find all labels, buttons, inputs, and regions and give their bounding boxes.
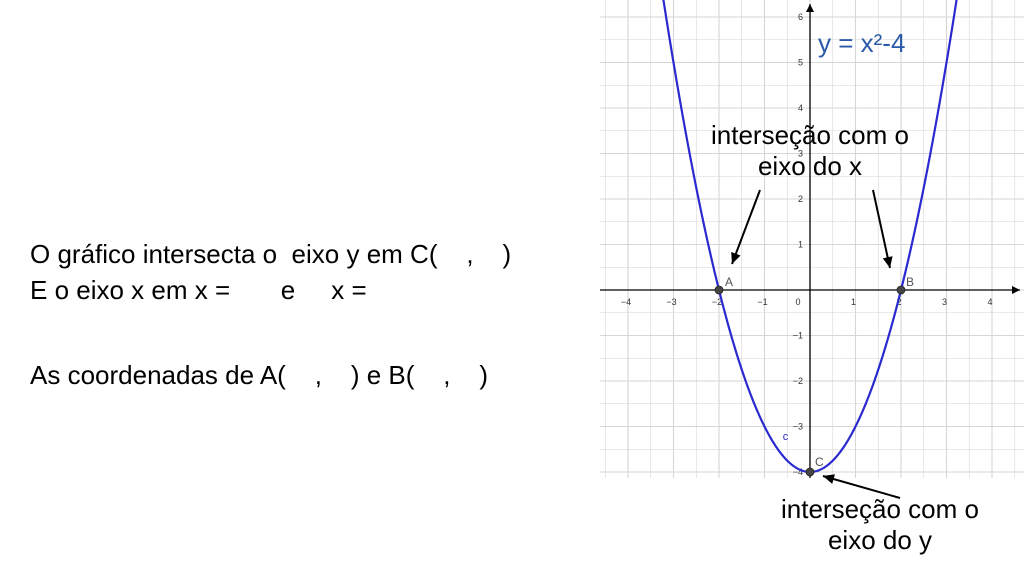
- x-tick-label: −3: [666, 297, 676, 307]
- y-tick-label: 2: [798, 194, 803, 204]
- question-line-2: E o eixo x em x = e x =: [30, 275, 367, 305]
- point-label-a: A: [725, 275, 733, 289]
- y-axis-intersection-annotation: interseção com o eixo do y: [760, 494, 1000, 556]
- y-tick-label: 4: [798, 103, 803, 113]
- grid-minor: [600, 0, 1024, 478]
- point-c: [805, 467, 815, 477]
- point-b: [896, 285, 906, 295]
- axes: [600, 4, 1020, 478]
- x-annotation-line-1: interseção com o: [711, 120, 909, 150]
- y-axis-arrow: [806, 4, 814, 12]
- x-tick-label: −1: [757, 297, 767, 307]
- y-tick-label: 3: [798, 149, 803, 159]
- arrow-to-point-a: [731, 189, 761, 265]
- curve-name-label: c: [783, 431, 789, 443]
- y-tick-label: −2: [793, 376, 803, 386]
- point-label-c: C: [815, 455, 824, 469]
- y-tick-label: 1: [798, 240, 803, 250]
- x-tick-label: −2: [712, 297, 722, 307]
- y-tick-label: 6: [798, 12, 803, 22]
- point-a: [714, 285, 724, 295]
- arrow-to-point-c-head: [823, 474, 835, 484]
- x-tick-label: −4: [621, 297, 631, 307]
- x-tick-label: 3: [942, 297, 947, 307]
- arrow-to-point-c: [822, 475, 901, 499]
- x-tick-label: 0: [795, 297, 800, 307]
- y-tick-label: 5: [798, 58, 803, 68]
- arrow-to-point-b: [872, 189, 891, 269]
- y-tick-label: −3: [793, 422, 803, 432]
- point-label-b: B: [906, 275, 914, 289]
- question-line-1: O gráfico intersecta o eixo y em C( , ): [30, 239, 512, 269]
- arrow-to-point-b-head: [882, 256, 893, 268]
- question-line-3: As coordenadas de A( , ) e B( , ): [30, 360, 489, 390]
- y-tick-label: −4: [793, 467, 803, 477]
- y-annotation-line-2: eixo do y: [827, 525, 933, 556]
- x-tick-label: 1: [851, 297, 856, 307]
- x-tick-label: 4: [987, 297, 992, 307]
- x-axis-arrow: [1012, 286, 1020, 294]
- y-annotation-line-1: interseção com o: [781, 494, 979, 524]
- y-tick-label: −1: [793, 331, 803, 341]
- annotation-arrows: [731, 189, 901, 499]
- x-axis-intersection-annotation: interseção com o eixo do x: [690, 120, 930, 182]
- arrow-to-point-a-head: [731, 251, 741, 264]
- grid-major: [600, 0, 1024, 478]
- x-annotation-line-2: eixo do x: [757, 151, 863, 182]
- points-group: A B C: [714, 275, 914, 477]
- equation-label: y = x²-4: [818, 28, 905, 58]
